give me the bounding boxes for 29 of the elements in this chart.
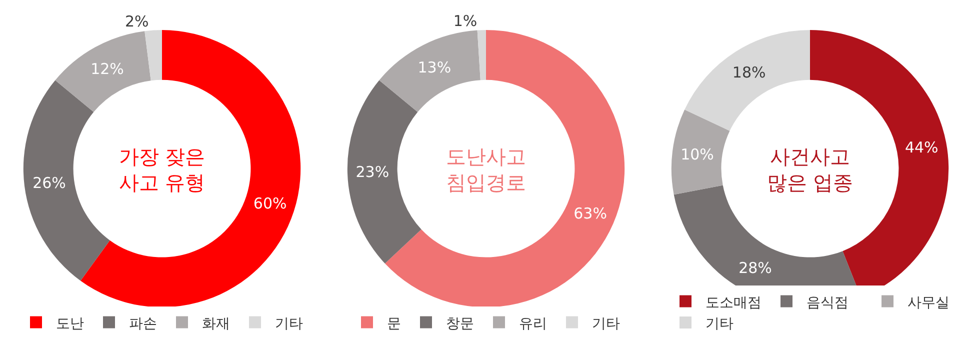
legend-label: 도소매점	[706, 294, 762, 311]
legend-label: 문	[387, 316, 401, 332]
text: 도난사고 침입경로	[446, 144, 526, 195]
data-label: 10%	[680, 145, 714, 164]
legend-label: 파손	[129, 316, 157, 332]
donut-slice	[684, 30, 810, 131]
data-label: 60%	[253, 194, 287, 213]
data-label: 1%	[453, 12, 478, 30]
data-label: 44%	[904, 138, 938, 156]
legend-label: 유리	[519, 316, 547, 332]
donut-slice	[672, 110, 730, 195]
legend-label: 도난	[56, 316, 84, 332]
legend-label: 음식점	[806, 294, 848, 311]
data-label: 2%	[125, 12, 149, 30]
data-label: 26%	[32, 174, 66, 192]
legend-label: 기타	[592, 316, 620, 332]
legend-label: 기타	[275, 316, 303, 332]
data-label: 23%	[356, 163, 390, 182]
data-label: 12%	[90, 60, 124, 78]
legend-label: 사무실	[908, 294, 950, 311]
legend-label: 화재	[202, 316, 230, 332]
data-label: 28%	[738, 259, 772, 278]
data-label: 13%	[418, 58, 452, 76]
data-label: 63%	[574, 204, 607, 223]
legend-label: 창문	[446, 316, 474, 332]
text: 사건사고 많은 업종	[766, 144, 854, 195]
data-label: 18%	[732, 64, 766, 82]
legend-label: 기타	[706, 316, 734, 332]
text: 가장 잦은 사고 유형	[118, 144, 206, 195]
